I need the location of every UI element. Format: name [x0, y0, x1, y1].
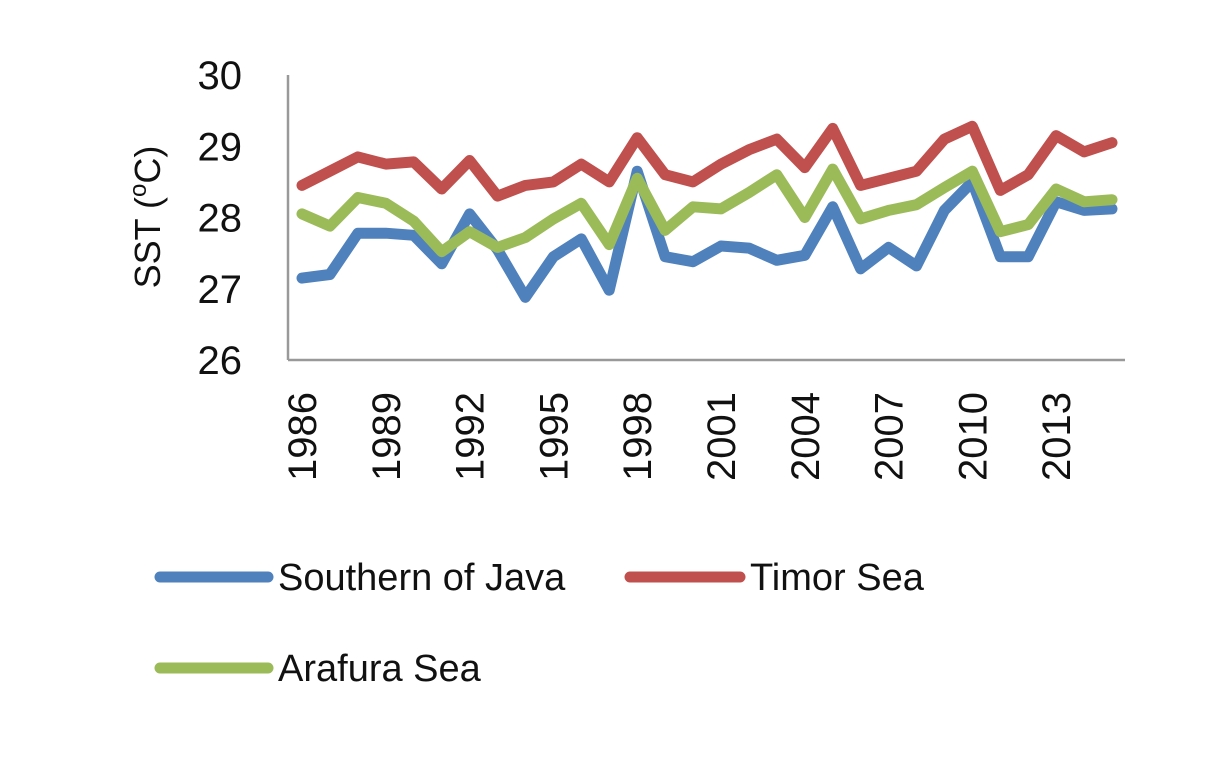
legend-item-timor-sea: Timor Sea: [624, 557, 925, 599]
x-tick-label: 2013: [1035, 392, 1079, 481]
legend-item-southern-of-java: Southern of Java: [154, 557, 566, 599]
x-tick-label: 1995: [532, 392, 576, 481]
x-tick-label: 1986: [281, 392, 325, 481]
y-axis-ticks: 26 27 28 29 30: [198, 54, 243, 383]
series-lines: [296, 120, 1118, 303]
y-tick-label: 30: [198, 54, 243, 98]
x-tick-label: 2004: [784, 392, 828, 481]
legend-label: Southern of Java: [278, 557, 566, 599]
x-tick-label: 1992: [449, 392, 493, 481]
legend-label: Arafura Sea: [278, 648, 482, 690]
y-tick-label: 28: [198, 197, 243, 241]
x-tick-label: 2001: [700, 392, 744, 481]
x-tick-label: 1998: [616, 392, 660, 481]
series-line-arafura-sea: [296, 163, 1118, 258]
svg-text:SST (oC): SST (oC): [125, 146, 168, 289]
x-tick-label: 2007: [868, 392, 912, 481]
y-tick-label: 27: [198, 268, 243, 312]
y-axis-title-tail: C): [127, 146, 168, 184]
x-tick-label: 2010: [951, 392, 995, 481]
legend-label: Timor Sea: [750, 557, 925, 599]
legend: Southern of Java Timor Sea Arafura Sea: [154, 557, 925, 690]
x-tick-label: 1989: [365, 392, 409, 481]
y-tick-label: 26: [198, 339, 243, 383]
series-line-timor-sea: [296, 120, 1118, 202]
y-axis-title-superscript: o: [125, 184, 152, 197]
y-axis-title: SST (oC): [125, 146, 168, 289]
x-axis-ticks: 1986 1989 1992 1995 1998 2001 2004 2007 2010 2013: [281, 392, 1079, 481]
y-axis-title-main: SST (: [127, 197, 168, 288]
y-tick-label: 29: [198, 125, 243, 169]
legend-item-arafura-sea: Arafura Sea: [154, 648, 482, 690]
